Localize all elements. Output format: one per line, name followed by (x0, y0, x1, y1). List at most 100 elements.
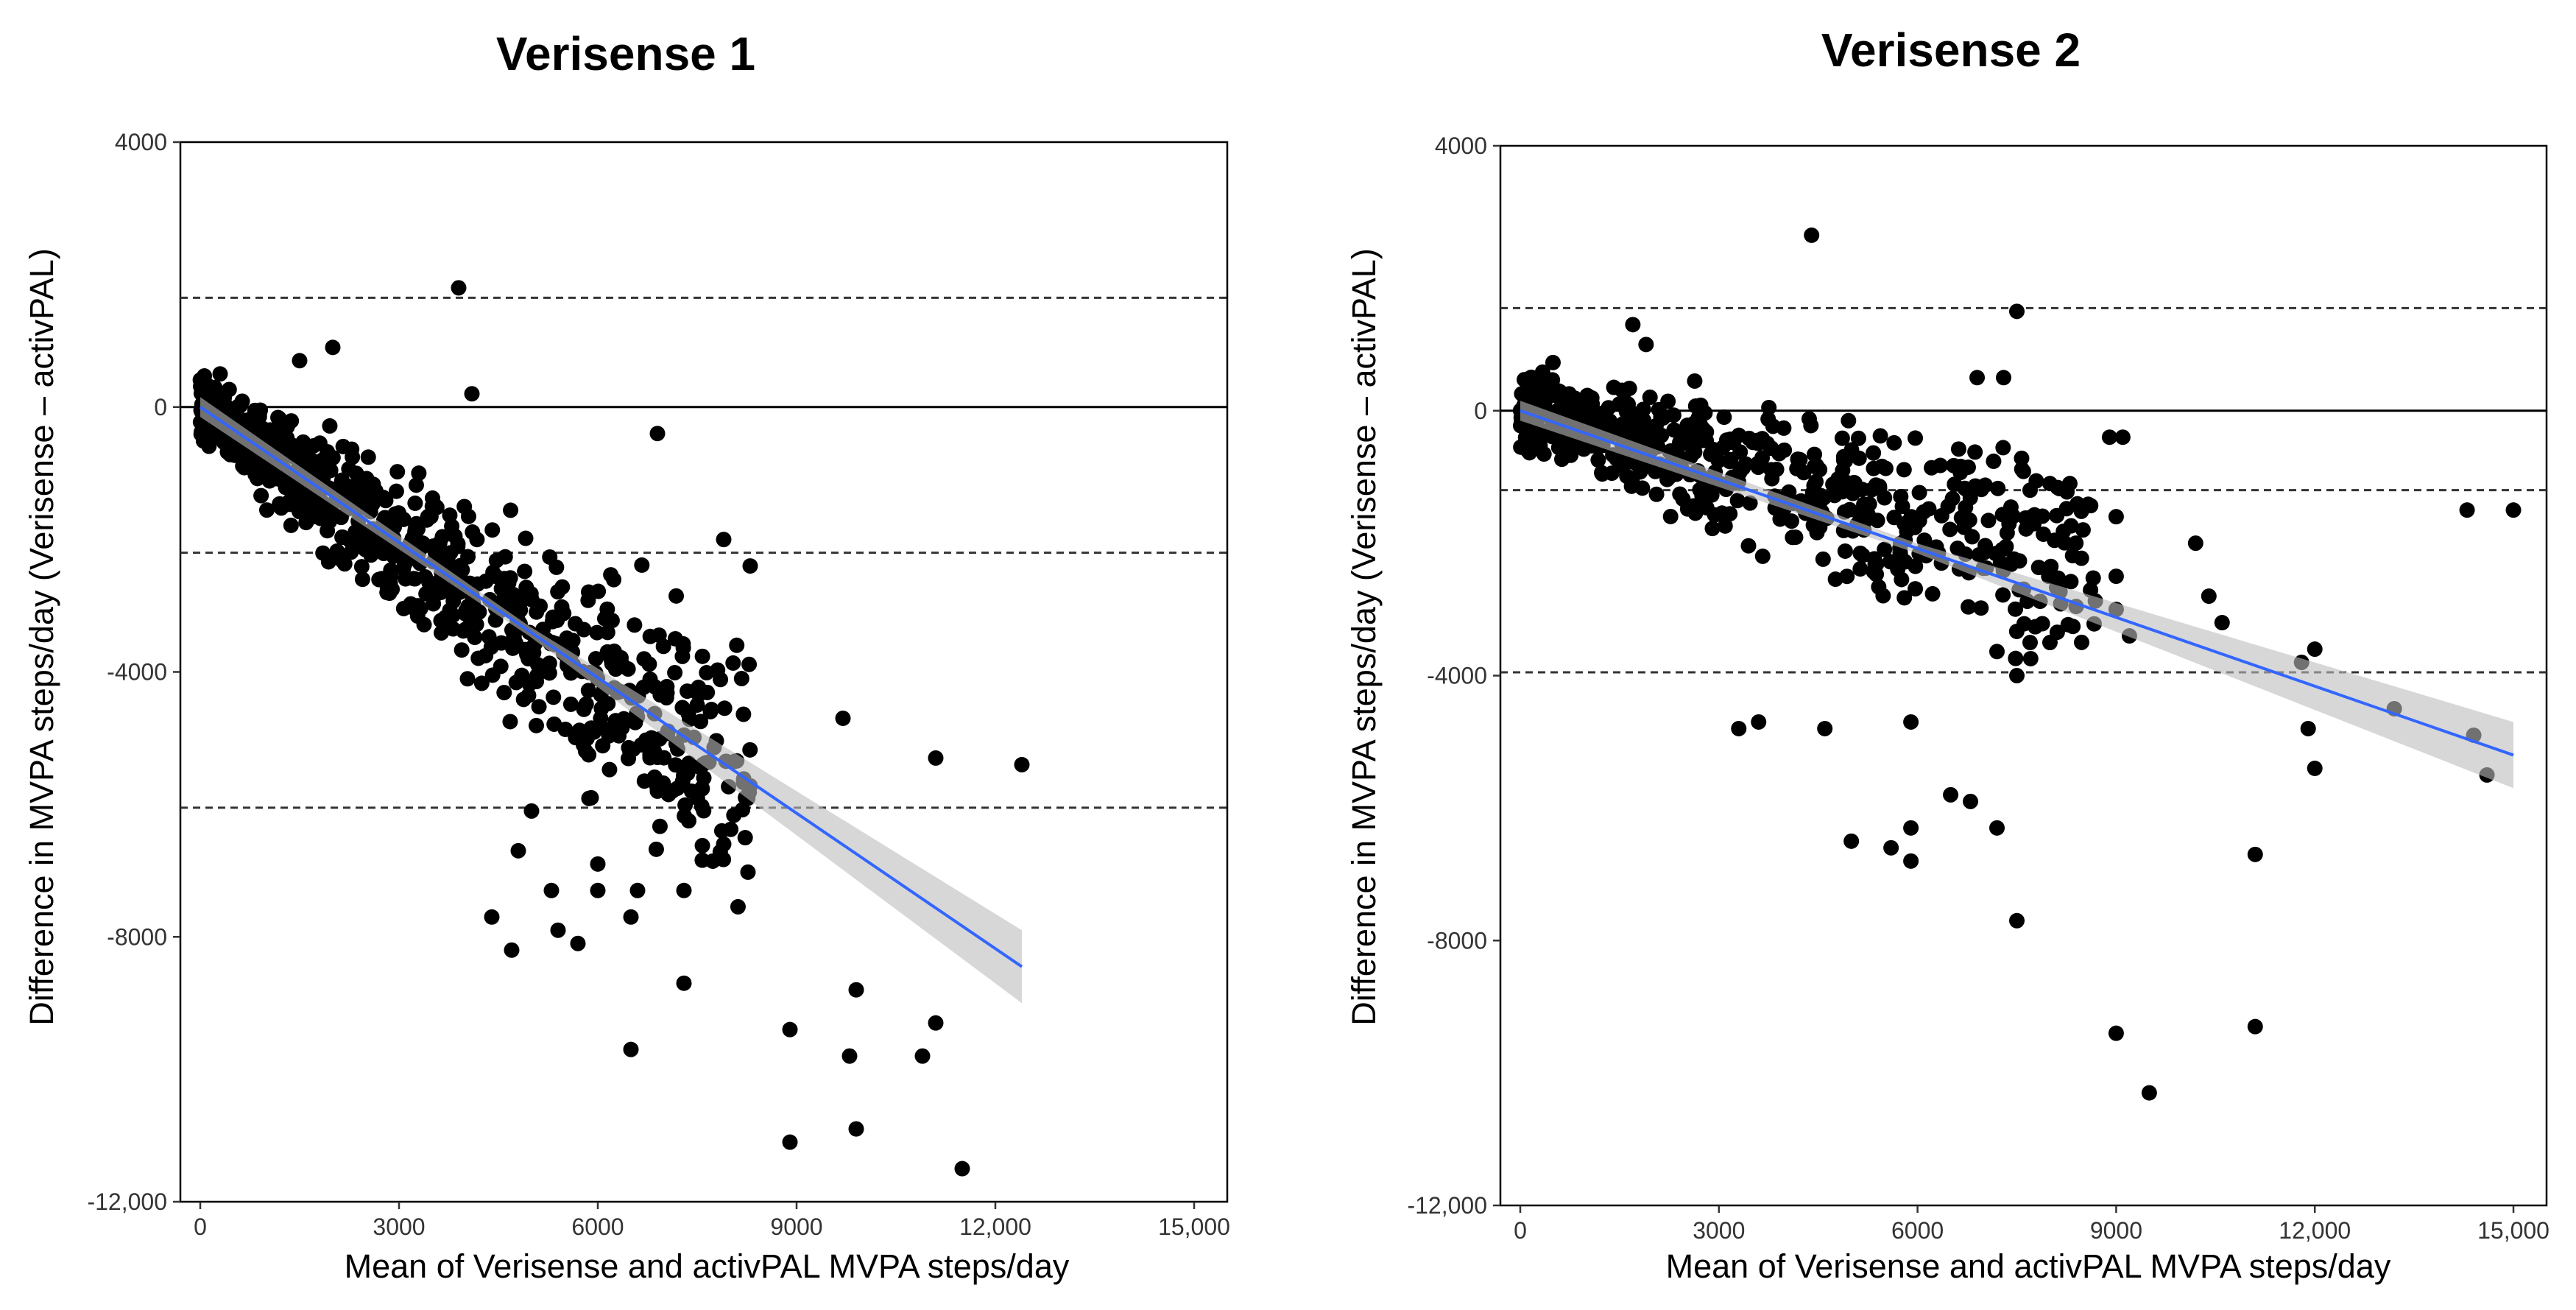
data-point (1903, 853, 1919, 869)
data-point (2073, 634, 2089, 650)
data-point (1911, 485, 1927, 501)
data-point (634, 557, 650, 573)
data-point (1961, 599, 1977, 615)
data-point (623, 909, 639, 925)
data-point (1940, 499, 1956, 515)
data-point (529, 604, 545, 620)
data-point (1625, 317, 1641, 333)
data-point (590, 856, 606, 872)
data-point (1995, 587, 2011, 603)
data-point (1707, 507, 1723, 523)
data-point (1996, 370, 2012, 386)
data-point (1907, 519, 1923, 535)
data-point (2008, 601, 2024, 617)
data-point (1761, 399, 1777, 415)
data-point (417, 568, 434, 585)
data-point (1841, 501, 1857, 518)
data-point (1946, 457, 1962, 473)
data-point (554, 579, 571, 595)
data-point (2307, 760, 2323, 776)
data-point (451, 280, 467, 296)
data-point (730, 898, 746, 915)
data-point (278, 479, 294, 496)
data-point (641, 656, 657, 672)
data-point (2114, 429, 2131, 446)
data-point (360, 449, 376, 465)
data-point (1863, 482, 1880, 498)
data-point (320, 523, 336, 539)
data-point (1837, 543, 1853, 559)
data-point (529, 674, 545, 690)
data-point (841, 1048, 858, 1064)
data-point (648, 841, 664, 857)
data-point (437, 609, 454, 625)
data-point (1964, 529, 1980, 545)
data-point (531, 699, 547, 715)
data-point (2187, 535, 2203, 552)
data-point (680, 683, 696, 700)
data-point (677, 797, 694, 813)
data-point (320, 443, 336, 459)
data-point (725, 655, 741, 671)
data-point (2001, 515, 2017, 532)
x-tick-label: 9000 (2090, 1217, 2142, 1244)
y-tick-label: 4000 (115, 129, 167, 155)
data-point (377, 510, 393, 526)
data-point (1869, 513, 1885, 529)
data-point (2009, 303, 2025, 320)
data-point (212, 366, 228, 382)
data-point (1834, 484, 1850, 500)
data-point (649, 426, 666, 442)
data-point (1807, 446, 1823, 462)
data-point (782, 1134, 798, 1150)
data-point (699, 665, 715, 681)
data-point (694, 798, 710, 814)
data-point (1990, 480, 2006, 496)
data-point (2065, 619, 2081, 635)
data-point (504, 942, 520, 958)
data-point (378, 493, 394, 509)
data-point (306, 438, 322, 454)
y-tick-label: 0 (154, 394, 167, 420)
x-tick-label: 0 (194, 1214, 207, 1240)
data-point (2009, 912, 2025, 929)
data-point (2022, 635, 2038, 651)
data-point (1963, 793, 1979, 809)
data-point (353, 559, 370, 575)
data-point (1666, 422, 1682, 438)
data-point (741, 656, 758, 672)
data-point (742, 742, 758, 758)
data-point (1692, 482, 1708, 498)
data-point (848, 1121, 864, 1137)
chart-title: Verisense 1 (496, 27, 755, 80)
regression-line (1520, 409, 2514, 757)
data-point (1841, 412, 1857, 429)
data-point (1986, 453, 2002, 469)
data-point (578, 696, 594, 712)
data-point (410, 598, 426, 614)
x-tick-label: 9000 (770, 1214, 822, 1240)
x-tick-label: 6000 (1891, 1217, 1944, 1244)
chart-title: Verisense 2 (1821, 24, 2081, 77)
data-point (1732, 465, 1748, 481)
data-point (1704, 521, 1721, 537)
data-point (2056, 535, 2072, 551)
data-point (409, 521, 426, 538)
data-point (1545, 354, 1561, 370)
data-point (221, 381, 237, 398)
x-tick-label: 12,000 (2279, 1217, 2351, 1244)
data-point (565, 633, 581, 649)
data-point (716, 851, 732, 867)
data-point (1579, 387, 1595, 404)
data-point (1877, 541, 1893, 557)
data-point (646, 679, 663, 695)
data-point (2108, 509, 2124, 525)
data-point (737, 830, 753, 846)
data-point (2505, 502, 2522, 518)
data-point (689, 697, 705, 713)
data-point (716, 836, 732, 852)
data-point (676, 975, 692, 991)
data-point (1995, 440, 2011, 456)
data-point (1620, 396, 1637, 412)
data-point (322, 418, 338, 434)
